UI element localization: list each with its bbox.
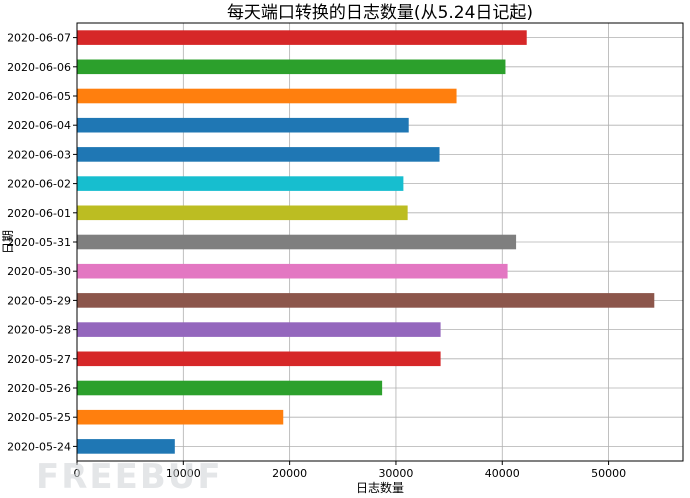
x-tick-label: 40000 — [485, 467, 520, 480]
x-tick-label: 0 — [74, 467, 81, 480]
bar-2020-06-07 — [77, 30, 527, 45]
y-tick-label: 2020-06-03 — [7, 148, 71, 161]
y-tick-label: 2020-06-04 — [7, 119, 71, 132]
y-tick-label: 2020-06-06 — [7, 61, 71, 74]
x-axis-label: 日志数量 — [356, 480, 404, 495]
bar-2020-05-27 — [77, 351, 441, 367]
bar-2020-05-24 — [77, 439, 175, 454]
y-tick-labels: 2020-05-24 2020-05-25 2020-05-26 2020-05-27… — [7, 32, 77, 453]
bar-2020-05-29 — [77, 293, 655, 308]
y-tick-label: 2020-06-05 — [7, 90, 71, 103]
bar-2020-05-30 — [77, 263, 508, 279]
y-tick-label: 2020-05-30 — [7, 265, 71, 278]
chart-title: 每天端口转换的日志数量(从5.24日记起) — [227, 3, 533, 23]
y-tick-label: 2020-06-02 — [7, 178, 71, 191]
bar-2020-05-25 — [77, 409, 284, 425]
y-tick-label: 2020-05-28 — [7, 324, 71, 337]
y-tick-label: 2020-05-25 — [7, 411, 71, 424]
bar-2020-05-26 — [77, 380, 383, 396]
bar-2020-06-03 — [77, 147, 440, 162]
bar-2020-06-04 — [77, 117, 409, 133]
x-tick-label: 50000 — [591, 467, 626, 480]
x-tick-label: 30000 — [378, 467, 413, 480]
bar-2020-06-01 — [77, 205, 408, 221]
bar-2020-05-28 — [77, 322, 441, 337]
bar-2020-05-31 — [77, 234, 517, 250]
bar-2020-06-05 — [77, 88, 457, 104]
watermark-logo: FREEBUF — [36, 457, 223, 497]
x-tick-label: 10000 — [166, 467, 201, 480]
y-tick-label: 2020-06-07 — [7, 32, 71, 45]
x-tick-label: 20000 — [272, 467, 307, 480]
y-tick-label: 2020-05-24 — [7, 440, 71, 453]
x-tick-labels: 0 10000 20000 30000 40000 50000 — [74, 461, 626, 480]
y-tick-label: 2020-05-26 — [7, 382, 71, 395]
bar-2020-06-06 — [77, 59, 506, 75]
y-tick-label: 2020-05-27 — [7, 353, 71, 366]
bars — [77, 30, 655, 454]
y-tick-label: 2020-06-01 — [7, 207, 71, 220]
y-tick-label: 2020-05-29 — [7, 294, 71, 307]
bar-2020-06-02 — [77, 176, 404, 191]
y-axis-label: 日期 — [1, 230, 15, 254]
y-tick-label: 2020-05-31 — [7, 236, 71, 249]
